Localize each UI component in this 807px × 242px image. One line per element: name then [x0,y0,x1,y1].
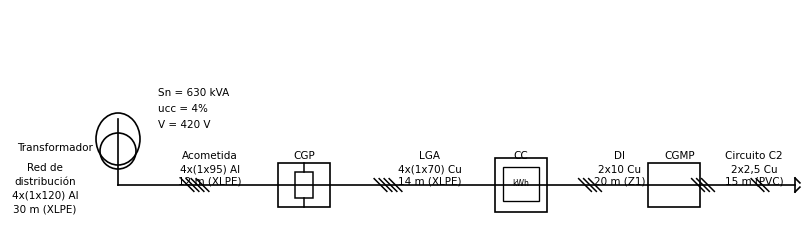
Text: distribución: distribución [15,177,76,187]
Text: DI: DI [614,151,625,161]
Text: CGMP: CGMP [665,151,696,161]
Text: 12 m (XLPE): 12 m (XLPE) [178,176,242,186]
Text: ucc = 4%: ucc = 4% [158,104,208,114]
Text: Sn = 630 kVA: Sn = 630 kVA [158,88,229,98]
Text: V = 420 V: V = 420 V [158,120,211,130]
Bar [495,158,547,212]
Text: Transformador: Transformador [17,143,93,153]
Bar [295,172,313,198]
Text: 30 m (XLPE): 30 m (XLPE) [13,205,77,215]
Text: 15 m (PVC): 15 m (PVC) [725,176,784,186]
Text: CC: CC [513,151,529,161]
Text: 2x2,5 Cu: 2x2,5 Cu [730,165,777,175]
Text: kWh: kWh [512,180,529,189]
Text: 2x10 Cu: 2x10 Cu [599,165,642,175]
Bar [503,167,539,201]
Text: Acometida: Acometida [182,151,238,161]
Text: CGP: CGP [293,151,315,161]
Text: LGA: LGA [420,151,441,161]
Text: Red de: Red de [27,163,63,173]
Text: 4x(1x70) Cu: 4x(1x70) Cu [398,165,462,175]
Text: 4x(1x120) Al: 4x(1x120) Al [11,191,78,201]
Bar [278,163,330,207]
Text: Circuito C2: Circuito C2 [725,151,783,161]
Bar [648,163,700,207]
Text: 4x(1x95) Al: 4x(1x95) Al [180,165,240,175]
Text: 20 m (Z1): 20 m (Z1) [594,176,646,186]
Text: 14 m (XLPE): 14 m (XLPE) [398,176,462,186]
